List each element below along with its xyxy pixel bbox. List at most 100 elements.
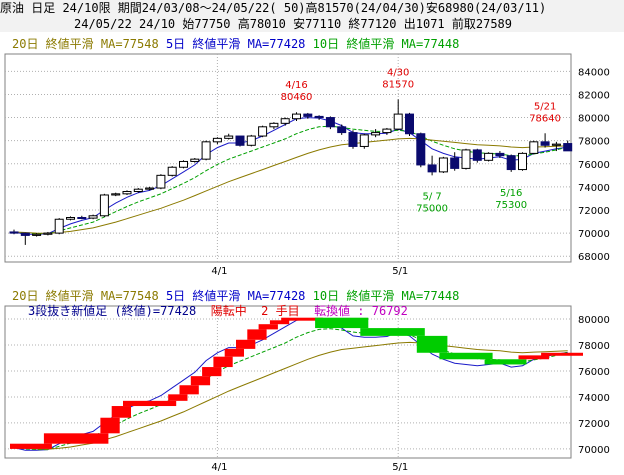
- kagi-bar: [247, 329, 267, 340]
- top-legend: 20日 終値平滑 MA=77548 5日 終値平滑 MA=77428 10日 終…: [12, 37, 459, 51]
- kagi-bar: [224, 348, 244, 357]
- kagi-bar: [416, 335, 448, 353]
- top-y-tick-label: 70000: [578, 229, 610, 240]
- candle-body: [167, 166, 177, 176]
- candle-body: [156, 174, 166, 189]
- annotation-price: 75300: [495, 200, 527, 211]
- bottom-ma-line: [13, 328, 568, 451]
- candle-body: [484, 152, 494, 161]
- top-y-tick-label: 80000: [578, 114, 610, 125]
- candle-body: [43, 232, 53, 235]
- candle-body: [292, 113, 301, 120]
- candle-body: [77, 217, 87, 220]
- annotation-date: 4/30: [387, 67, 409, 78]
- kagi-bar: [258, 324, 278, 330]
- candle-body: [359, 134, 369, 147]
- candle-body: [258, 126, 268, 137]
- top-y-tick-label: 68000: [578, 252, 610, 263]
- candle-body: [280, 118, 290, 124]
- kagi-bar: [190, 376, 211, 386]
- candle-body: [66, 217, 75, 220]
- candle-body: [472, 149, 482, 161]
- kagi-bar: [315, 317, 369, 329]
- kagi-bar: [236, 339, 256, 349]
- candle-body: [563, 143, 573, 152]
- top-y-tick-label: 78000: [578, 137, 610, 148]
- bottom-ma-line: [13, 318, 568, 451]
- top-x-tick-label: 4/1: [211, 266, 227, 277]
- candle-body: [495, 152, 505, 157]
- top-y-tick-label: 74000: [578, 183, 610, 194]
- bottom-y-tick-label: 74000: [578, 393, 610, 404]
- candle-body: [179, 160, 188, 168]
- annotation-date: 5/21: [534, 101, 556, 112]
- kagi-bar: [168, 394, 188, 401]
- bottom-x-tick-label: 5/1: [392, 462, 408, 473]
- candle-body: [518, 152, 527, 171]
- top-ma-line: [13, 137, 568, 234]
- top-x-tick-label: 5/1: [392, 266, 408, 277]
- top-plot-frame: [4, 53, 572, 263]
- candle-body: [461, 149, 471, 169]
- chart-header-line-1: 原油 日足 24/10限 期間24/03/08～24/05/22( 50)高81…: [0, 0, 624, 16]
- kagi-bar: [439, 352, 493, 360]
- candle-body: [201, 141, 211, 160]
- candle-body: [224, 135, 234, 139]
- kagi-bar: [100, 417, 120, 434]
- top-y-tick-label: 84000: [578, 67, 610, 78]
- kagi-bar: [484, 359, 527, 365]
- candle-body: [416, 133, 426, 166]
- candle-body: [540, 141, 550, 146]
- candle-body: [88, 215, 98, 219]
- kagi-bar: [541, 352, 583, 356]
- legend-ma5: 5日 終値平滑 MA=77428: [165, 37, 306, 51]
- candle-body: [122, 191, 132, 195]
- annotation-date: 4/16: [285, 80, 307, 91]
- candle-body: [314, 115, 324, 119]
- kagi-bar: [10, 443, 52, 449]
- legend-ma20: 20日 終値平滑 MA=77548: [12, 289, 159, 303]
- candle-body: [269, 122, 279, 128]
- kagi-bar: [179, 385, 199, 395]
- candle-body: [506, 155, 516, 171]
- candle-body: [190, 158, 200, 162]
- candle-body: [99, 194, 109, 217]
- candle-body: [382, 128, 392, 134]
- candle-body: [111, 193, 121, 196]
- candle-body: [235, 135, 245, 146]
- annotation-price: 75000: [416, 203, 448, 214]
- candle-body: [551, 143, 561, 146]
- candle-body: [325, 117, 335, 128]
- candle-body: [427, 164, 437, 173]
- chart-header-text-2: 24/05/22 24/10 始77750 高78010 安77110 終771…: [74, 17, 513, 31]
- candle-body: [348, 132, 358, 147]
- kagi-bar: [269, 320, 290, 325]
- candle-body: [32, 233, 42, 236]
- candle-body: [246, 135, 256, 146]
- bottom-legend: 20日 終値平滑 MA=77548 5日 終値平滑 MA=77428 10日 終…: [12, 289, 459, 303]
- candle-body: [337, 126, 347, 134]
- candle-body: [438, 157, 448, 173]
- chart-header-line-2: 24/05/22 24/10 始77750 高78010 安77110 終771…: [0, 16, 624, 32]
- kagi-bar: [123, 400, 177, 407]
- candle-body: [145, 187, 155, 190]
- candle-body: [393, 113, 403, 130]
- bottom-y-tick-label: 80000: [578, 315, 610, 326]
- kagi-bar: [360, 328, 425, 336]
- candle-body: [9, 231, 19, 234]
- chart-header-text-1: 原油 日足 24/10限 期間24/03/08～24/05/22( 50)高81…: [0, 1, 547, 15]
- kagi-bar: [111, 406, 131, 418]
- annotation-price: 81570: [382, 79, 414, 90]
- legend-ma5: 5日 終値平滑 MA=77428: [165, 289, 306, 303]
- bottom-y-tick-label: 72000: [578, 419, 610, 430]
- candle-body: [303, 113, 313, 117]
- kagi-step-count: 2 手目: [261, 304, 300, 318]
- bottom-x-tick-label: 4/1: [211, 462, 227, 473]
- kagi-trend-state: 陽転中: [210, 304, 247, 318]
- candle-body: [405, 113, 414, 135]
- legend-ma10: 10日 終値平滑 MA=77448: [312, 37, 460, 51]
- bottom-plot-frame: [4, 305, 572, 459]
- candle-body: [529, 141, 539, 154]
- legend-ma20: 20日 終値平滑 MA=77548: [12, 37, 159, 51]
